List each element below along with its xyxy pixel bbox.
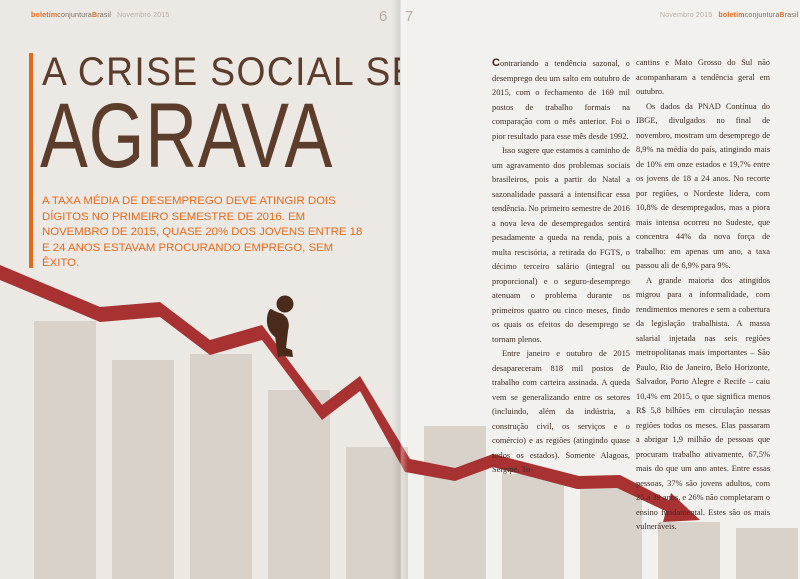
brand-middle-right: conjuntura <box>744 12 780 19</box>
page-number-right: 7 <box>405 8 414 25</box>
illustration-bar <box>346 447 408 579</box>
paragraph-1-text: ontrariando a tendência sazonal, o desem… <box>492 59 630 141</box>
bar-group <box>34 321 798 579</box>
headline-line-1: A CRISE SOCIAL SE <box>42 50 418 94</box>
lede-text: A taxa média de desemprego deve atingir … <box>42 195 363 269</box>
brand-middle: conjuntura <box>57 12 92 19</box>
arrow-head-icon <box>663 493 700 522</box>
paragraph-6: A grande maioria dos atingidos migrou pa… <box>636 275 770 532</box>
despairing-person-icon <box>266 295 294 357</box>
illustration-bar <box>190 354 252 579</box>
illustration-bar <box>268 390 330 579</box>
illustration-bar <box>580 486 642 579</box>
brand-suffix: rasil <box>97 12 112 19</box>
running-header-right: Novembro 2015 boletimconjunturaBrasil <box>660 12 799 19</box>
drop-cap: C <box>492 57 500 69</box>
paragraph-3: Entre janeiro e outubro de 2015 desapare… <box>492 349 630 474</box>
title-accent-bar <box>29 53 33 268</box>
illustration-bar <box>112 360 174 579</box>
paragraph-2: Isso sugere que estamos a caminho de um … <box>492 146 630 344</box>
page-number-left: 6 <box>379 8 388 25</box>
illustration-bar <box>736 528 798 579</box>
brand-b-right: B <box>779 12 785 19</box>
brand-suffix-right: rasil <box>784 12 799 19</box>
brand-prefix: boletim <box>31 12 58 19</box>
body-column-2: cantins e Mato Grosso do Sul não acompan… <box>636 56 770 535</box>
header-date: Novembro 2015 <box>117 12 170 19</box>
illustration-bar <box>658 522 720 579</box>
paragraph-1: Contrariando a tendência sazonal, o dese… <box>492 56 630 144</box>
illustration-bar <box>34 321 96 579</box>
body-column-1: Contrariando a tendência sazonal, o dese… <box>492 56 630 478</box>
center-gutter <box>392 0 408 579</box>
paragraph-4: cantins e Mato Grosso do Sul não acompan… <box>636 58 770 96</box>
illustration-bar <box>424 426 486 579</box>
brand-b: B <box>92 12 98 19</box>
illustration-bar <box>502 474 564 579</box>
headline-line-2: AGRAVA <box>40 85 334 187</box>
paragraph-5: Os dados da PNAD Contínua do IBGE, divul… <box>636 101 770 271</box>
header-date-right: Novembro 2015 <box>660 12 713 19</box>
running-header-left: boletimconjunturaBrasil Novembro 2015 <box>31 12 170 19</box>
brand-prefix-right: boletim <box>718 12 745 19</box>
